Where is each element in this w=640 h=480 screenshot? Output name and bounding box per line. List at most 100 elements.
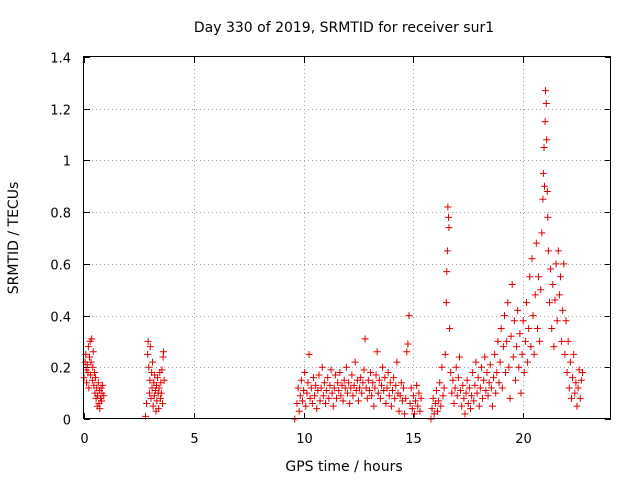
data-point <box>554 247 562 255</box>
data-point <box>541 118 549 126</box>
data-point <box>309 374 317 382</box>
data-point <box>409 392 417 400</box>
data-point <box>473 389 481 397</box>
data-point <box>490 374 498 382</box>
data-point <box>544 213 552 221</box>
y-tick-label: 0 <box>63 414 71 429</box>
data-point <box>415 389 423 397</box>
data-point <box>496 358 504 366</box>
data-point <box>397 379 405 387</box>
data-point <box>294 384 302 392</box>
data-point <box>510 317 518 325</box>
axis-ticks: 0 0.2 0.4 0.6 0.8 1 1.2 1.4 0 5 10 15 20 <box>50 52 611 447</box>
data-point <box>302 402 310 410</box>
x-tick-label: 10 <box>296 432 313 447</box>
data-point <box>358 389 366 397</box>
data-point <box>361 335 369 343</box>
data-point <box>392 381 400 389</box>
data-point <box>155 384 163 392</box>
data-point <box>382 399 390 407</box>
grid <box>84 57 611 419</box>
data-point <box>493 368 501 376</box>
data-point <box>296 392 304 400</box>
data-point <box>535 273 543 281</box>
data-point <box>501 312 509 320</box>
data-point <box>156 394 164 402</box>
data-point <box>381 374 389 382</box>
data-point <box>96 405 104 413</box>
data-point <box>371 384 379 392</box>
data-point <box>488 402 496 410</box>
data-point <box>384 368 392 376</box>
data-point <box>537 286 545 294</box>
data-point <box>87 371 95 379</box>
data-point <box>509 353 517 361</box>
data-point <box>396 392 404 400</box>
data-point <box>569 374 577 382</box>
y-tick-label: 0.8 <box>50 207 71 222</box>
data-point <box>561 350 569 358</box>
data-point <box>348 371 356 379</box>
data-point <box>407 384 415 392</box>
data-point <box>481 353 489 361</box>
data-point <box>556 273 564 281</box>
data-point <box>367 368 375 376</box>
y-tick-label: 1.4 <box>50 52 71 67</box>
data-point <box>146 343 154 351</box>
data-point <box>157 389 165 397</box>
data-point <box>307 384 315 392</box>
data-point <box>159 348 167 356</box>
data-point <box>311 392 319 400</box>
data-point <box>499 343 507 351</box>
data-point <box>528 255 536 263</box>
data-point <box>403 348 411 356</box>
data-point <box>546 299 554 307</box>
data-point <box>357 374 365 382</box>
data-point <box>531 291 539 299</box>
data-point <box>360 366 368 374</box>
data-point <box>462 389 470 397</box>
data-point <box>378 381 386 389</box>
y-tick-label: 0.4 <box>50 311 71 326</box>
data-point <box>550 343 558 351</box>
data-point <box>401 410 409 418</box>
data-point <box>322 399 330 407</box>
data-point <box>435 397 443 405</box>
data-point <box>417 394 425 402</box>
y-axis-label: SRMTID / TECUs <box>6 182 22 295</box>
data-point <box>429 394 437 402</box>
data-point <box>504 299 512 307</box>
data-point <box>474 374 482 382</box>
data-point <box>492 389 500 397</box>
data-point <box>459 381 467 389</box>
data-point <box>552 260 560 268</box>
data-point <box>87 358 95 366</box>
data-point <box>578 368 586 376</box>
data-point <box>145 389 153 397</box>
data-point <box>339 397 347 405</box>
data-point <box>446 325 454 332</box>
data-point <box>432 387 440 395</box>
data-point <box>363 394 371 402</box>
data-point <box>513 343 521 351</box>
data-point <box>536 337 544 345</box>
data-point <box>495 379 503 387</box>
data-point <box>544 247 552 255</box>
data-point <box>540 144 548 151</box>
data-point <box>365 387 373 395</box>
data-point <box>329 402 337 410</box>
data-point <box>506 394 514 402</box>
data-point <box>390 374 398 382</box>
data-point <box>428 405 436 413</box>
data-point <box>540 182 548 190</box>
data-point <box>526 273 534 281</box>
data-point <box>452 363 460 371</box>
data-point <box>461 410 469 418</box>
data-point <box>370 402 378 410</box>
data-point <box>413 381 421 389</box>
data-point <box>85 384 93 392</box>
data-point <box>94 379 102 387</box>
data-point <box>304 379 312 387</box>
data-point <box>364 376 372 384</box>
data-point <box>553 317 561 325</box>
